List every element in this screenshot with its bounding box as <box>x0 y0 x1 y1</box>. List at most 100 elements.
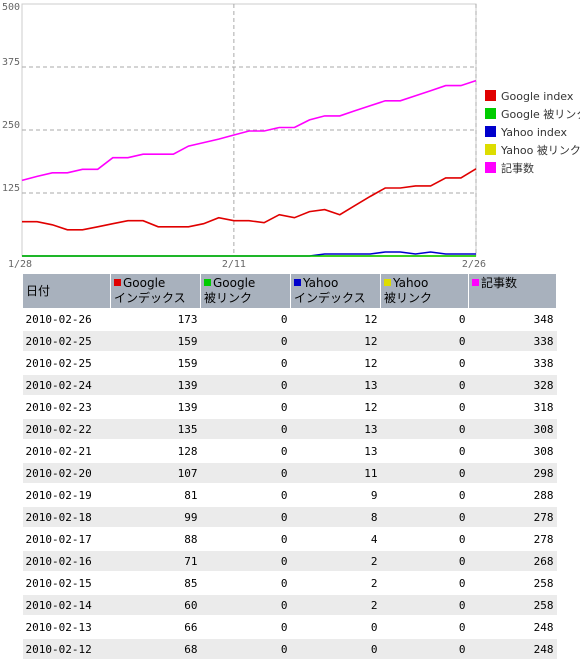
table-row: 2010-02-12 68 0 0 0 248 <box>22 638 557 661</box>
value-cell: 308 <box>468 418 557 441</box>
date-cell: 2010-02-15 <box>22 572 111 595</box>
date-cell: 2010-02-16 <box>22 550 111 573</box>
legend-swatch-icon <box>472 279 479 286</box>
column-header: Yahoo インデックス <box>290 273 381 309</box>
table-row: 2010-02-21 128 0 13 0 308 <box>22 440 557 463</box>
value-cell: 278 <box>468 528 557 551</box>
series-line <box>22 168 477 231</box>
value-cell: 0 <box>380 638 469 661</box>
date-cell: 2010-02-22 <box>22 418 111 441</box>
table-row: 2010-02-13 66 0 0 0 248 <box>22 616 557 639</box>
value-cell: 0 <box>380 352 469 375</box>
legend-swatch <box>485 162 496 173</box>
legend-swatch <box>485 108 496 119</box>
column-header: Google インデックス <box>110 273 201 309</box>
table-row: 2010-02-24 139 0 13 0 328 <box>22 374 557 397</box>
legend-swatch-icon <box>114 279 121 286</box>
value-cell: 0 <box>200 572 291 595</box>
value-cell: 0 <box>200 550 291 573</box>
value-cell: 66 <box>110 616 201 639</box>
date-cell: 2010-02-14 <box>22 594 111 617</box>
value-cell: 308 <box>468 440 557 463</box>
column-header-text: 記事数 <box>481 276 518 290</box>
column-header-label: Google <box>204 276 287 291</box>
value-cell: 2 <box>290 550 381 573</box>
table-header-row: 日付 Google インデックス Google 被リンク Yahoo インデックス Yahoo… <box>22 273 557 309</box>
value-cell: 0 <box>380 528 469 551</box>
value-cell: 13 <box>290 374 381 397</box>
value-cell: 288 <box>468 484 557 507</box>
legend-label: Yahoo 被リンク <box>500 144 580 157</box>
value-cell: 128 <box>110 440 201 463</box>
legend-label: Google index <box>501 90 574 103</box>
value-cell: 88 <box>110 528 201 551</box>
value-cell: 338 <box>468 352 557 375</box>
legend-swatch <box>485 90 496 101</box>
value-cell: 159 <box>110 352 201 375</box>
value-cell: 328 <box>468 374 557 397</box>
date-cell: 2010-02-19 <box>22 484 111 507</box>
table-row: 2010-02-20 107 0 11 0 298 <box>22 462 557 485</box>
column-header: Google 被リンク <box>200 273 291 309</box>
value-cell: 0 <box>200 374 291 397</box>
column-header-text: 日付 <box>26 283 51 298</box>
value-cell: 0 <box>380 550 469 573</box>
value-cell: 0 <box>200 440 291 463</box>
value-cell: 278 <box>468 506 557 529</box>
value-cell: 0 <box>380 616 469 639</box>
value-cell: 12 <box>290 308 381 331</box>
value-cell: 0 <box>200 594 291 617</box>
legend-swatch <box>485 126 496 137</box>
value-cell: 258 <box>468 594 557 617</box>
date-cell: 2010-02-20 <box>22 462 111 485</box>
date-cell: 2010-02-13 <box>22 616 111 639</box>
value-cell: 0 <box>380 308 469 331</box>
x-tick-label: 2/11 <box>222 259 246 270</box>
table-row: 2010-02-15 85 0 2 0 258 <box>22 572 557 595</box>
value-cell: 0 <box>380 462 469 485</box>
date-cell: 2010-02-21 <box>22 440 111 463</box>
line-chart: 500 375 250 125 1/28 2/11 2/26 Google index Goog… <box>2 2 580 270</box>
value-cell: 0 <box>200 308 291 331</box>
value-cell: 348 <box>468 308 557 331</box>
column-header-label: Google <box>114 276 197 291</box>
value-cell: 0 <box>200 616 291 639</box>
legend-swatch <box>485 144 496 155</box>
value-cell: 173 <box>110 308 201 331</box>
column-header-subtext: インデックス <box>114 291 186 305</box>
legend-label: Yahoo index <box>500 126 567 139</box>
date-cell: 2010-02-26 <box>22 308 111 331</box>
value-cell: 0 <box>200 638 291 661</box>
date-cell: 2010-02-18 <box>22 506 111 529</box>
value-cell: 139 <box>110 396 201 419</box>
value-cell: 12 <box>290 396 381 419</box>
value-cell: 0 <box>380 396 469 419</box>
value-cell: 0 <box>200 484 291 507</box>
value-cell: 338 <box>468 330 557 353</box>
value-cell: 0 <box>200 352 291 375</box>
y-tick-label: 125 <box>2 183 20 194</box>
value-cell: 318 <box>468 396 557 419</box>
value-cell: 68 <box>110 638 201 661</box>
value-cell: 248 <box>468 616 557 639</box>
x-tick-label: 2/26 <box>462 259 486 270</box>
legend-swatch-icon <box>294 279 301 286</box>
value-cell: 159 <box>110 330 201 353</box>
value-cell: 12 <box>290 352 381 375</box>
value-cell: 11 <box>290 462 381 485</box>
column-header-text: Yahoo <box>303 276 339 290</box>
legend-label: Google 被リンク <box>501 108 580 121</box>
value-cell: 4 <box>290 528 381 551</box>
legend-swatch-icon <box>384 279 391 286</box>
table-row: 2010-02-18 99 0 8 0 278 <box>22 506 557 529</box>
date-cell: 2010-02-24 <box>22 374 111 397</box>
series-line <box>21 79 477 182</box>
value-cell: 9 <box>290 484 381 507</box>
chart-area: 500 375 250 125 1/28 2/11 2/26 Google index Goog… <box>0 0 580 270</box>
value-cell: 99 <box>110 506 201 529</box>
y-tick-label: 500 <box>2 2 20 13</box>
value-cell: 2 <box>290 572 381 595</box>
value-cell: 13 <box>290 418 381 441</box>
value-cell: 139 <box>110 374 201 397</box>
legend-label: 記事数 <box>501 161 534 175</box>
